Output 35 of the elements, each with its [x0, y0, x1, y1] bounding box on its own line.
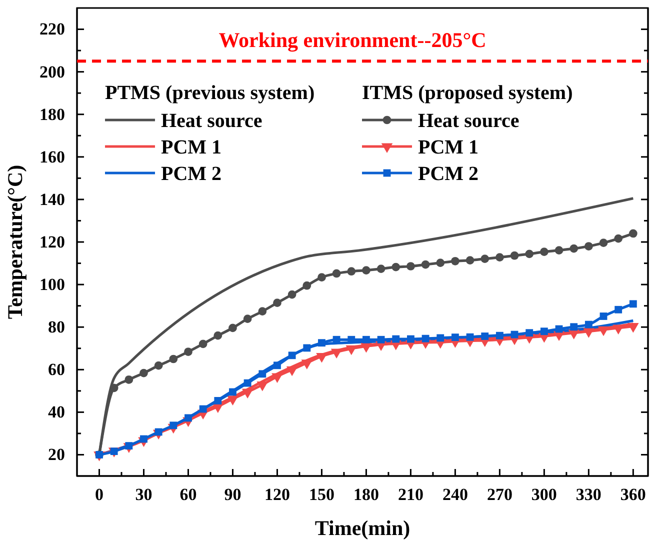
- x-tick-label: 0: [94, 485, 104, 504]
- x-axis-title: Time(min): [314, 516, 410, 540]
- y-tick-label: 20: [48, 445, 65, 464]
- annotation: ITMS (proposed system): [362, 82, 573, 104]
- x-tick-label: 150: [308, 485, 334, 504]
- x-tick-label: 120: [264, 485, 290, 504]
- y-tick-label: 100: [40, 274, 65, 294]
- x-tick-label: 360: [620, 485, 646, 504]
- y-tick-label: 180: [40, 104, 65, 124]
- y-tick-label: 120: [40, 232, 65, 252]
- ref-line-label: Working environment--205°C: [218, 28, 486, 52]
- y-tick-label: 140: [40, 190, 65, 209]
- legend-label: PCM 2: [418, 163, 479, 185]
- y-tick-label: 200: [40, 62, 65, 82]
- x-tick-label: 240: [442, 485, 468, 504]
- y-tick-label: 80: [48, 318, 65, 337]
- y-axis-title: Temperature(°C): [3, 164, 27, 320]
- legend-label: PCM 2: [161, 163, 222, 185]
- x-tick-label: 330: [576, 485, 602, 504]
- legend-label: Heat source: [161, 110, 262, 132]
- legend-label: PCM 1: [161, 136, 222, 158]
- y-tick-label: 60: [48, 360, 65, 380]
- annotation: PTMS (previous system): [105, 82, 315, 104]
- y-tick-label: 40: [48, 402, 65, 422]
- x-tick-label: 180: [353, 485, 379, 504]
- y-tick-label: 160: [40, 147, 65, 166]
- x-tick-label: 90: [224, 485, 242, 504]
- x-tick-label: 60: [180, 485, 197, 504]
- x-tick-label: 270: [486, 485, 512, 504]
- legend-label: Heat source: [418, 110, 520, 132]
- x-tick-label: 300: [531, 485, 557, 504]
- x-tick-label: 30: [135, 485, 152, 504]
- y-tick-label: 220: [40, 20, 65, 39]
- x-tick-label: 210: [398, 485, 424, 504]
- legend-label: PCM 1: [418, 136, 479, 158]
